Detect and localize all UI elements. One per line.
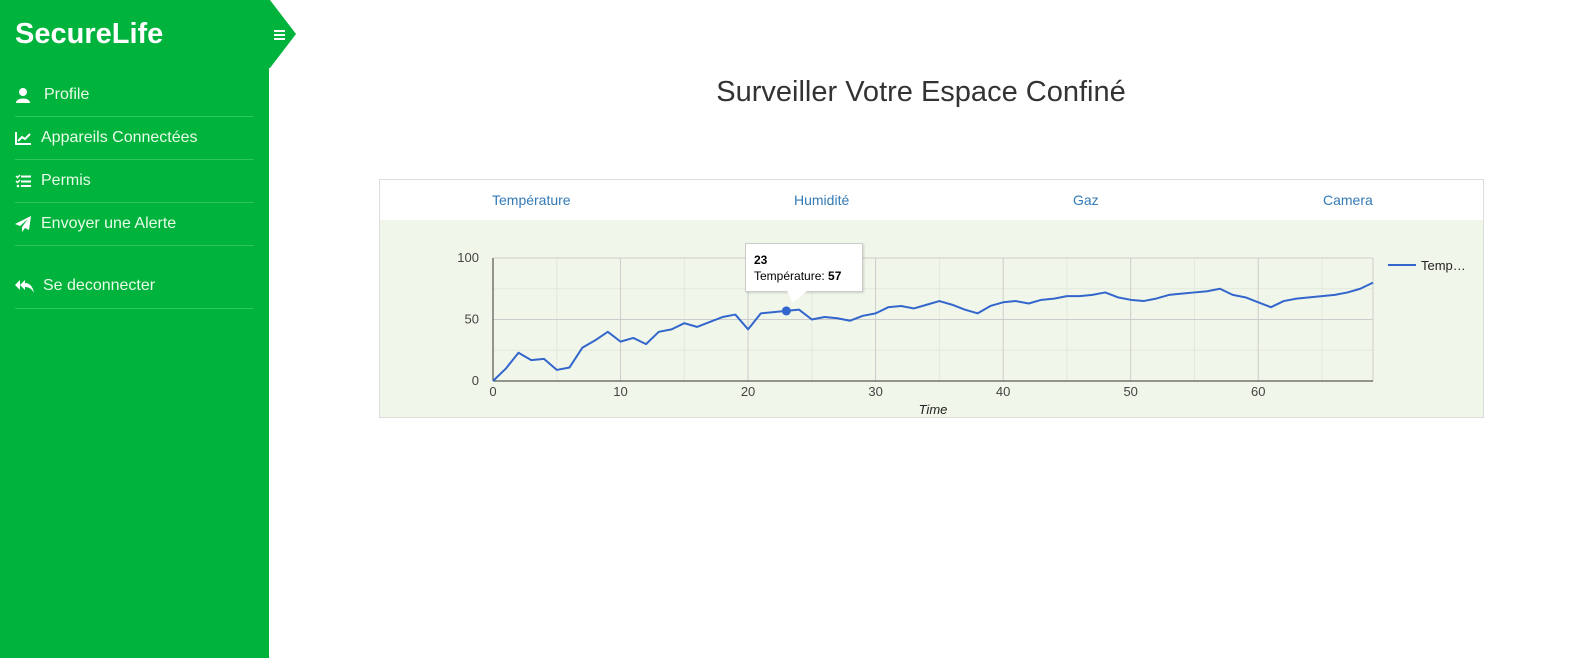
brand-logo[interactable]: SecureLife (15, 18, 164, 50)
tooltip-tail (787, 291, 807, 303)
logout-label: Se deconnecter (43, 277, 156, 294)
tab-gaz[interactable]: Gaz (1073, 192, 1099, 208)
chart-tooltip: 23 Température: 57 (745, 243, 863, 292)
chart-area: 0 10 20 30 40 50 60 0 50 100 Time Temp… 23 Températ… (380, 220, 1483, 417)
tab-camera[interactable]: Camera (1323, 192, 1373, 208)
sidebar-nav: Profile Appareils Connectées Permis Envo… (15, 74, 254, 309)
temperature-chart: 0 10 20 30 40 50 60 0 50 100 Time Temp… (457, 250, 1466, 417)
tab-temperature[interactable]: Température (492, 192, 571, 208)
x-tick-label: 50 (1123, 384, 1137, 399)
x-tick-label: 10 (613, 384, 627, 399)
y-tick-label: 0 (472, 373, 479, 388)
user-icon (15, 87, 39, 103)
tooltip-value: 57 (828, 269, 842, 283)
paper-plane-icon (15, 216, 39, 232)
x-tick-label: 20 (741, 384, 755, 399)
tooltip-x: 23 (754, 253, 768, 267)
sidebar-item-label: Profile (44, 86, 90, 103)
x-tick-label: 30 (868, 384, 882, 399)
x-tick-label: 0 (489, 384, 496, 399)
sidebar: SecureLife Profile Appareils Connectées … (0, 0, 269, 658)
sidebar-item-label: Envoyer une Alerte (41, 215, 177, 232)
tab-humidite[interactable]: Humidité (794, 192, 850, 208)
x-axis-title: Time (919, 402, 948, 417)
hamburger-icon (274, 30, 285, 40)
y-tick-label: 100 (457, 250, 479, 265)
sidebar-item-permis[interactable]: Permis (15, 160, 254, 203)
list-check-icon (15, 174, 39, 188)
sidebar-item-alerte[interactable]: Envoyer une Alerte (15, 203, 254, 246)
y-tick-label: 50 (465, 312, 479, 327)
x-tick-label: 60 (1251, 384, 1265, 399)
chart-line-icon (15, 131, 39, 145)
reply-all-icon (15, 279, 39, 294)
x-tick-label: 40 (996, 384, 1010, 399)
sidebar-item-appareils[interactable]: Appareils Connectées (15, 117, 254, 160)
page-title: Surveiller Votre Espace Confiné (716, 76, 1126, 108)
series-line (492, 281, 1374, 382)
sidebar-item-label: Permis (41, 172, 91, 189)
legend-label: Temp… (1421, 258, 1466, 273)
logout-button[interactable]: Se deconnecter (15, 264, 254, 309)
tooltip-label: Température: (754, 269, 825, 283)
sensor-tabs: Température Humidité Gaz Camera (380, 180, 1483, 220)
sidebar-item-profile[interactable]: Profile (15, 74, 254, 117)
sidebar-item-label: Appareils Connectées (41, 129, 198, 146)
highlighted-data-point (781, 306, 791, 316)
sensor-panel: Température Humidité Gaz Camera 0 10 20 30 4… (379, 179, 1484, 418)
sidebar-toggle-button[interactable] (269, 0, 297, 68)
